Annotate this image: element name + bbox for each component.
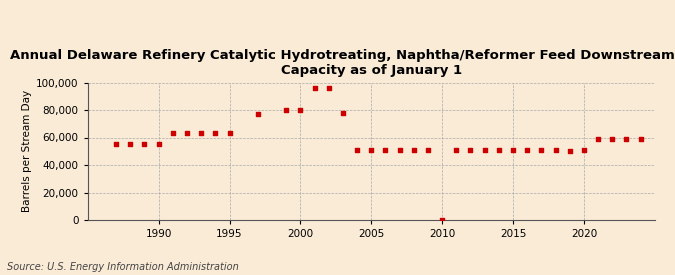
Point [437, 218, 448, 222]
Point [479, 148, 490, 152]
Point [578, 148, 589, 152]
Point [593, 137, 603, 141]
Y-axis label: Barrels per Stream Day: Barrels per Stream Day [22, 90, 32, 212]
Point [153, 142, 164, 147]
Point [564, 149, 575, 153]
Point [423, 148, 433, 152]
Point [295, 108, 306, 112]
Text: Source: U.S. Energy Information Administration: Source: U.S. Energy Information Administ… [7, 262, 238, 272]
Point [182, 131, 192, 136]
Point [167, 131, 178, 136]
Point [196, 131, 207, 136]
Point [408, 148, 419, 152]
Point [607, 137, 618, 141]
Point [338, 111, 348, 115]
Point [508, 148, 518, 152]
Point [394, 148, 405, 152]
Point [281, 108, 292, 112]
Point [125, 142, 136, 147]
Point [309, 86, 320, 90]
Point [550, 148, 561, 152]
Point [352, 148, 362, 152]
Point [323, 86, 334, 90]
Point [380, 148, 391, 152]
Point [366, 148, 377, 152]
Point [536, 148, 547, 152]
Point [621, 137, 632, 141]
Title: Annual Delaware Refinery Catalytic Hydrotreating, Naphtha/Reformer Feed Downstre: Annual Delaware Refinery Catalytic Hydro… [10, 49, 675, 77]
Point [635, 137, 646, 141]
Point [252, 112, 263, 116]
Point [522, 148, 533, 152]
Point [111, 142, 122, 147]
Point [210, 131, 221, 136]
Point [451, 148, 462, 152]
Point [465, 148, 476, 152]
Point [224, 131, 235, 136]
Point [139, 142, 150, 147]
Point [493, 148, 504, 152]
